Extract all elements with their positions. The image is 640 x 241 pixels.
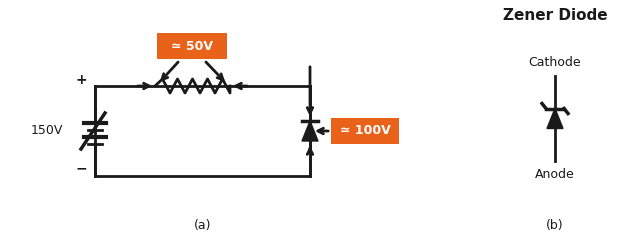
Text: +: + [75,73,87,87]
Polygon shape [302,121,318,141]
Text: (b): (b) [546,220,564,233]
Text: Zener Diode: Zener Diode [502,8,607,24]
Text: ≃ 50V: ≃ 50V [171,40,213,53]
Text: (a): (a) [194,220,211,233]
Text: Anode: Anode [535,167,575,181]
Text: −: − [75,161,87,175]
Polygon shape [547,108,563,128]
FancyBboxPatch shape [331,118,399,144]
FancyBboxPatch shape [157,33,227,59]
Text: ≃ 100V: ≃ 100V [340,125,390,138]
Text: Cathode: Cathode [529,56,581,69]
Text: 150V: 150V [31,125,63,138]
